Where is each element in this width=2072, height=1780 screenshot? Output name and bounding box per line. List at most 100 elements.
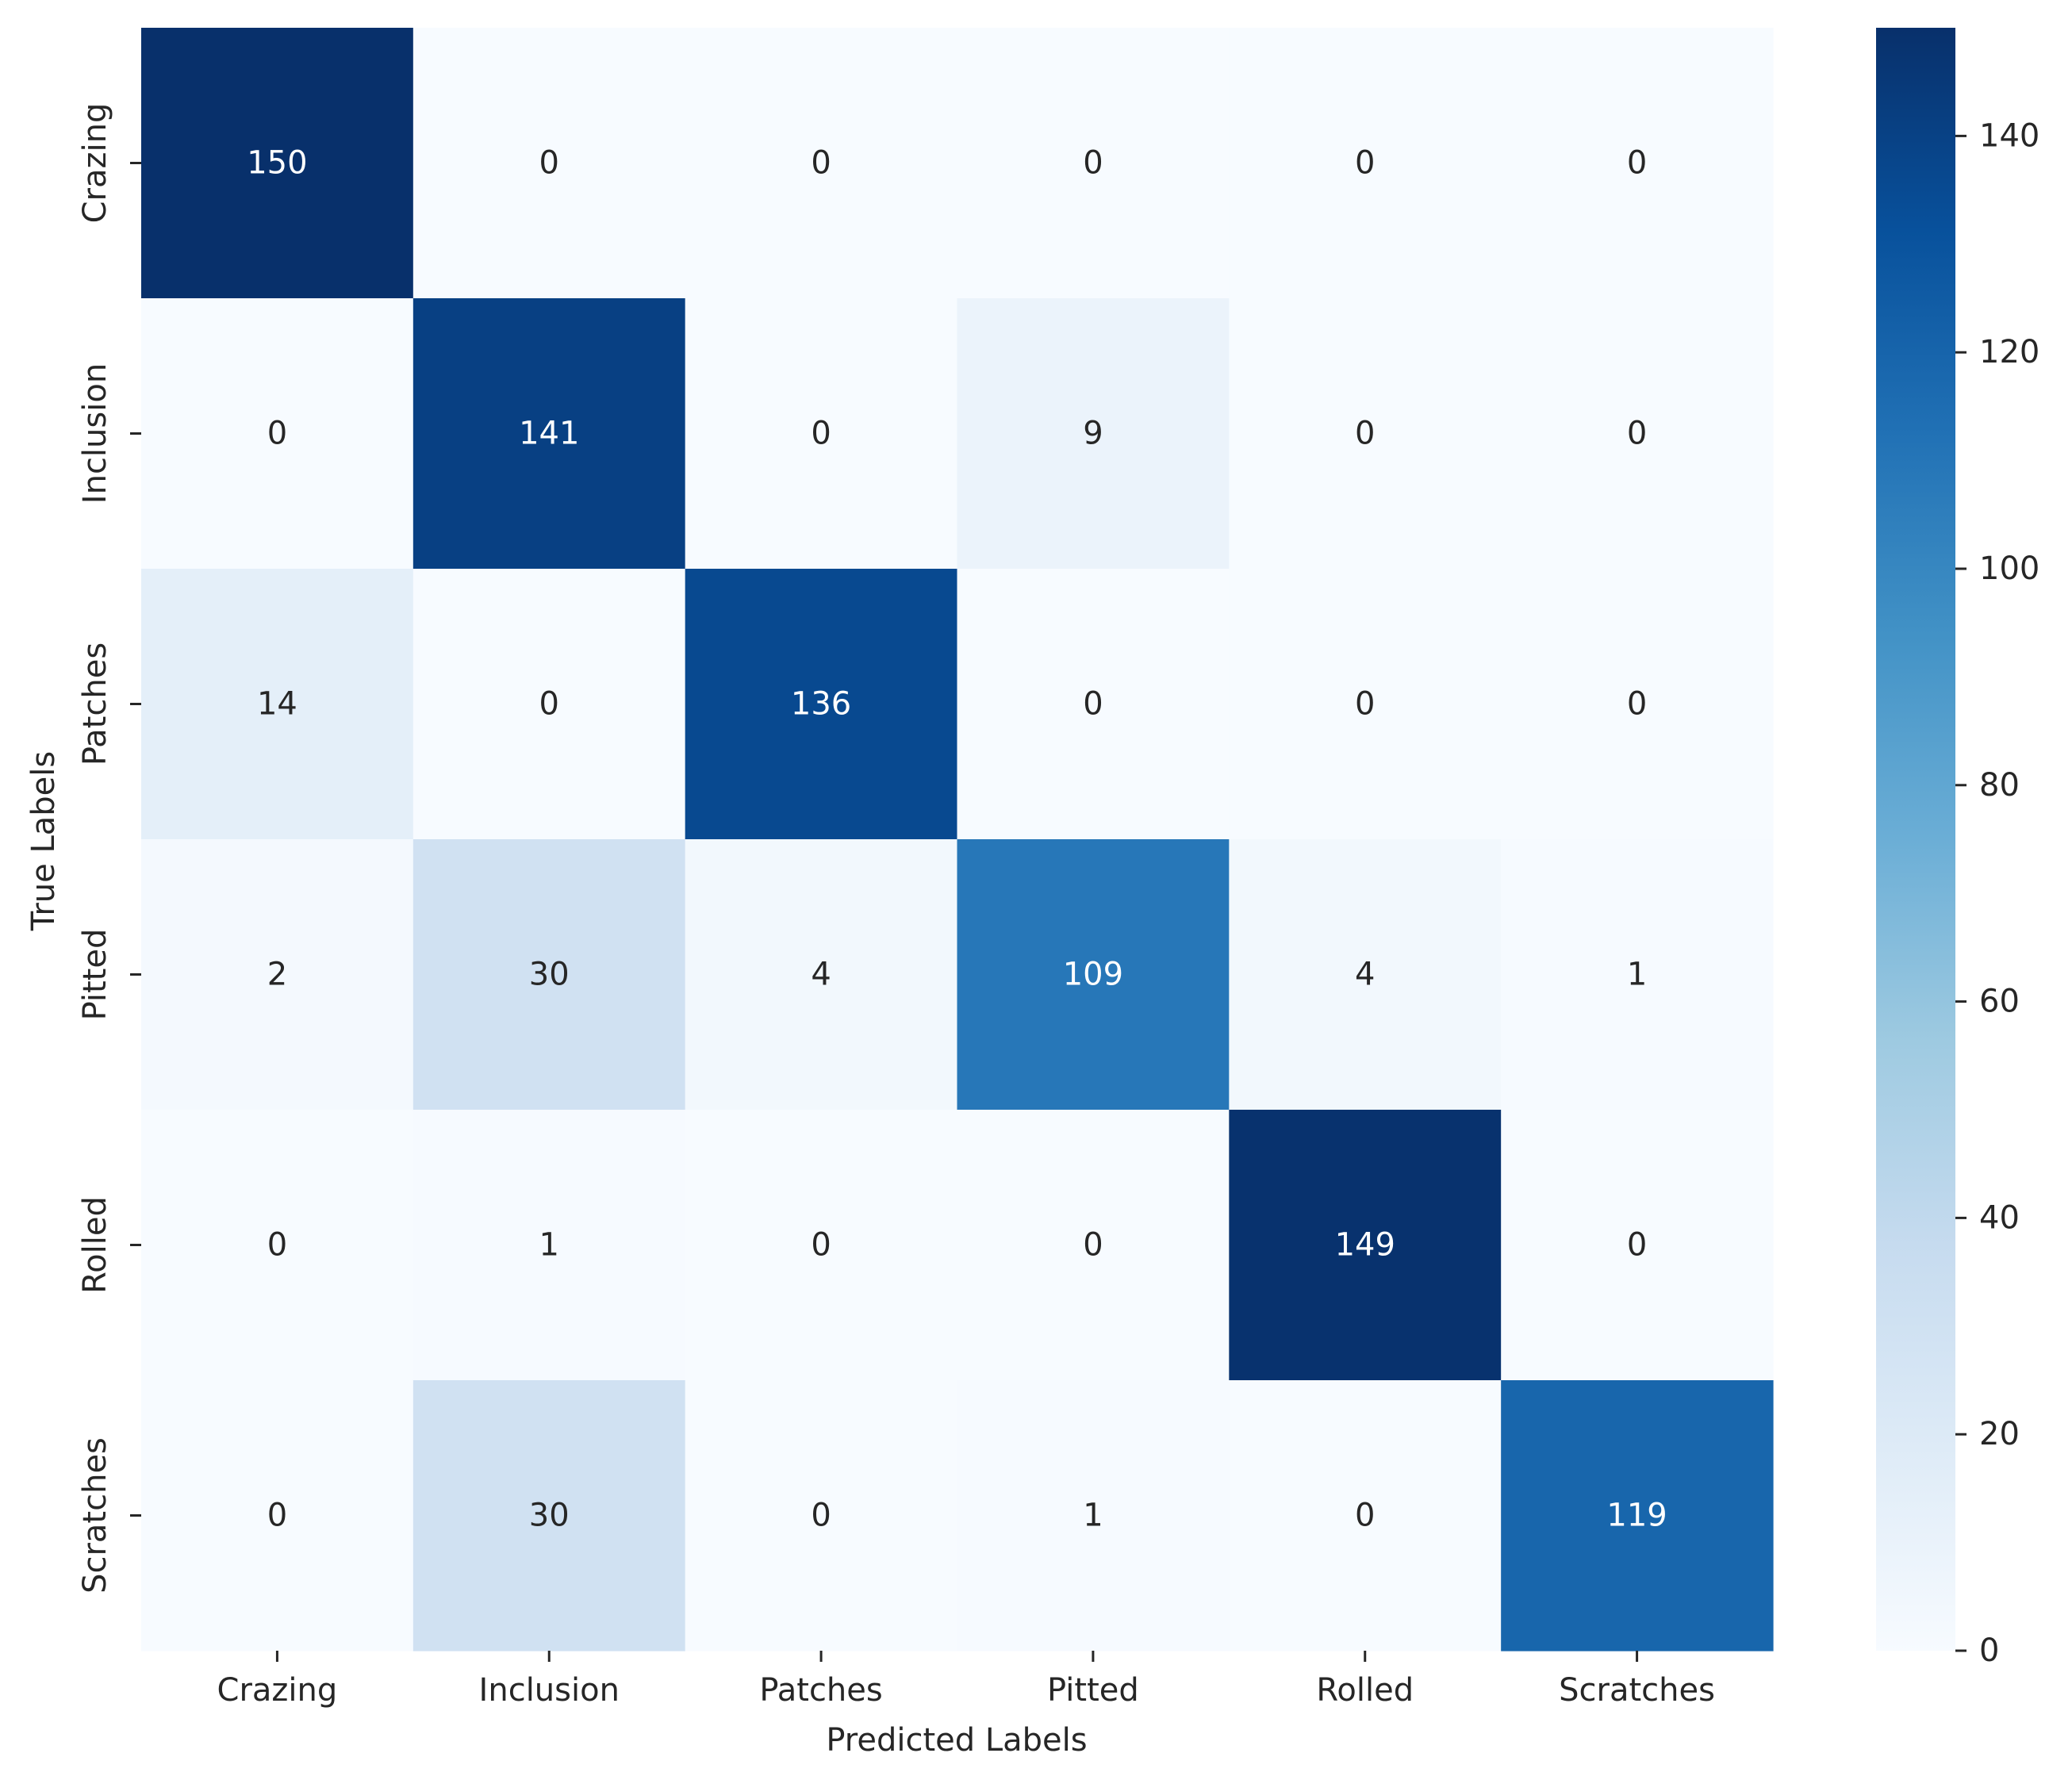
heatmap-cell xyxy=(1229,28,1502,299)
cell-value-label: 0 xyxy=(1355,145,1375,182)
cell-value-label: 109 xyxy=(1063,957,1123,993)
cell-value-label: 1 xyxy=(1083,1498,1103,1534)
y-tick-label: Crazing xyxy=(77,103,113,224)
cell-value-label: 9 xyxy=(1083,416,1103,452)
heatmap-cell xyxy=(685,839,958,1111)
colorbar-tick-label: 80 xyxy=(1979,767,2020,804)
cell-value-label: 0 xyxy=(1627,145,1647,182)
heatmap-cell xyxy=(1229,298,1502,570)
heatmap-cell xyxy=(141,1110,414,1381)
heatmap-cell xyxy=(141,569,414,840)
x-tick-label: Pitted xyxy=(1047,1672,1139,1709)
heatmap-cell xyxy=(957,1380,1230,1651)
cell-value-label: 141 xyxy=(519,416,579,452)
cell-value-label: 0 xyxy=(1627,686,1647,723)
heatmap-grid xyxy=(141,28,1774,1651)
heatmap-cell xyxy=(1229,1380,1502,1651)
heatmap-cell xyxy=(957,569,1230,840)
colorbar-tick-label: 100 xyxy=(1979,550,2039,587)
colorbar-tick-label: 120 xyxy=(1979,334,2039,370)
cell-value-label: 149 xyxy=(1335,1227,1395,1264)
heatmap-cell xyxy=(412,28,686,299)
cell-value-label: 0 xyxy=(811,416,831,452)
colorbar-ticks: 0 20 40 60 80 100 120 140 xyxy=(1955,117,2039,1669)
heatmap-cell xyxy=(412,1380,686,1651)
heatmap-cell-labels: 150 0 0 0 0 0 0 141 0 9 0 0 14 0 136 0 0 0 2 30 4 109 4 1 0 1 0 0 14… xyxy=(247,145,1667,1534)
y-axis-title: True Labels xyxy=(25,751,62,931)
y-tick-label: Scratches xyxy=(77,1437,113,1594)
cell-value-label: 0 xyxy=(1083,686,1103,723)
cell-value-label: 0 xyxy=(811,1498,831,1534)
cell-value-label: 2 xyxy=(267,957,287,993)
cell-value-label: 0 xyxy=(1083,1227,1103,1264)
heatmap-cell xyxy=(685,1380,958,1651)
heatmap-cell xyxy=(412,569,686,840)
cell-value-label: 4 xyxy=(811,957,831,993)
x-tick-label: Patches xyxy=(759,1672,882,1709)
cell-value-label: 30 xyxy=(529,957,570,993)
heatmap-cell xyxy=(1501,569,1774,840)
cell-value-label: 0 xyxy=(1627,416,1647,452)
colorbar-gradient xyxy=(1876,28,1955,1651)
heatmap-cell xyxy=(685,298,958,570)
x-axis-title: Predicted Labels xyxy=(826,1722,1087,1759)
cell-value-label: 150 xyxy=(247,145,307,182)
cell-value-label: 1 xyxy=(539,1227,559,1264)
y-tick-label: Rolled xyxy=(77,1196,113,1294)
colorbar: 0 20 40 60 80 100 120 140 xyxy=(1876,28,2039,1669)
cell-value-label: 119 xyxy=(1606,1498,1667,1534)
colorbar-tick-label: 60 xyxy=(1979,984,2020,1020)
colorbar-tick-label: 140 xyxy=(1979,117,2039,154)
cell-value-label: 0 xyxy=(539,145,559,182)
heatmap-cell xyxy=(1501,298,1774,570)
y-tick-label: Inclusion xyxy=(77,363,113,504)
x-tick-label: Inclusion xyxy=(479,1672,620,1709)
heatmap-cell xyxy=(141,298,414,570)
heatmap-cell xyxy=(957,298,1230,570)
heatmap-cell xyxy=(1501,28,1774,299)
y-tick-label: Pitted xyxy=(77,929,113,1021)
cell-value-label: 14 xyxy=(257,686,297,723)
colorbar-tick-label: 20 xyxy=(1979,1416,2020,1452)
y-tick-label: Patches xyxy=(77,643,113,765)
colorbar-tick-label: 0 xyxy=(1979,1632,1999,1669)
cell-value-label: 0 xyxy=(1355,416,1375,452)
cell-value-label: 0 xyxy=(1627,1227,1647,1264)
cell-value-label: 4 xyxy=(1355,957,1375,993)
heatmap-cell xyxy=(685,1110,958,1381)
cell-value-label: 0 xyxy=(267,1227,287,1264)
x-tick-label: Rolled xyxy=(1316,1672,1414,1709)
heatmap-cell xyxy=(141,28,414,299)
heatmap-cell xyxy=(957,28,1230,299)
x-axis-ticks: Crazing Inclusion Patches Pitted Rolled Scrat… xyxy=(217,1651,1715,1709)
heatmap-cell xyxy=(141,839,414,1111)
cell-value-label: 0 xyxy=(811,1227,831,1264)
colorbar-tick-label: 40 xyxy=(1979,1199,2020,1236)
cell-value-label: 30 xyxy=(529,1498,570,1534)
heatmap-cell xyxy=(141,1380,414,1651)
heatmap-cell xyxy=(685,569,958,840)
heatmap-cell xyxy=(412,298,686,570)
heatmap-cell xyxy=(1229,569,1502,840)
cell-value-label: 0 xyxy=(1083,145,1103,182)
cell-value-label: 0 xyxy=(811,145,831,182)
heatmap-cell xyxy=(1501,1110,1774,1381)
cell-value-label: 1 xyxy=(1627,957,1647,993)
heatmap-cell xyxy=(1501,839,1774,1111)
heatmap-cell xyxy=(685,28,958,299)
x-tick-label: Scratches xyxy=(1559,1672,1715,1709)
y-axis-ticks: Crazing Inclusion Patches Pitted Rolled Scrat… xyxy=(77,103,141,1594)
cell-value-label: 0 xyxy=(1355,686,1375,723)
cell-value-label: 0 xyxy=(539,686,559,723)
heatmap-cell xyxy=(957,839,1230,1111)
heatmap-cell xyxy=(412,839,686,1111)
cell-value-label: 136 xyxy=(791,686,851,723)
x-tick-label: Crazing xyxy=(217,1672,338,1709)
heatmap-cell xyxy=(1229,1110,1502,1381)
heatmap-cell xyxy=(1501,1380,1774,1651)
cell-value-label: 0 xyxy=(267,1498,287,1534)
heatmap-cell xyxy=(1229,839,1502,1111)
cell-value-label: 0 xyxy=(1355,1498,1375,1534)
heatmap-cell xyxy=(412,1110,686,1381)
